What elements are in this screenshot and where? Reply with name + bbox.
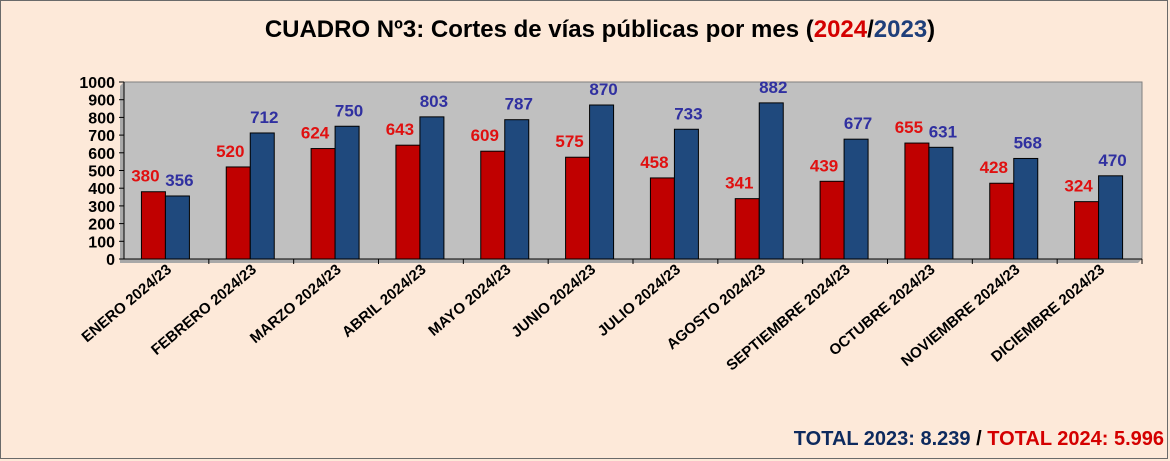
y-tick-label: 200 — [88, 217, 115, 234]
data-label-2024: 341 — [725, 174, 753, 193]
data-label-2023: 677 — [844, 114, 872, 133]
y-tick-label: 0 — [106, 252, 115, 269]
data-label-2023: 787 — [505, 95, 533, 114]
bar-2024 — [140, 191, 166, 260]
y-tick-label: 900 — [88, 93, 115, 110]
y-tick-label: 600 — [88, 146, 115, 163]
data-label-2024: 380 — [131, 167, 159, 186]
y-tick-label: 400 — [88, 181, 115, 198]
bar-2023 — [1013, 157, 1039, 260]
data-label-2023: 470 — [1098, 151, 1126, 170]
y-tick-label: 800 — [88, 110, 115, 127]
title-year-2024: 2024 — [813, 16, 868, 43]
y-tick-label: 500 — [88, 164, 115, 181]
data-label-2024: 655 — [895, 118, 923, 137]
data-label-2023: 803 — [420, 92, 448, 111]
bar-2023 — [589, 104, 615, 260]
bar-2023 — [758, 102, 784, 260]
x-tick-label: ABRIL 2024/23 — [339, 261, 430, 341]
bar-2023 — [673, 128, 699, 260]
x-tick-label: ENERO 2024/23 — [78, 261, 175, 346]
x-tick-label: MARZO 2024/23 — [247, 261, 345, 347]
data-label-2024: 624 — [301, 124, 330, 143]
data-label-2024: 428 — [980, 158, 1008, 177]
data-label-2023: 882 — [759, 78, 787, 97]
total-2023: TOTAL 2023: 8.239 — [793, 428, 971, 450]
total-2024: TOTAL 2024: 5.996 — [987, 428, 1164, 450]
data-label-2023: 356 — [165, 171, 193, 190]
y-tick-label: 100 — [88, 234, 115, 251]
data-label-2023: 712 — [250, 108, 278, 127]
bar-2024 — [225, 166, 251, 260]
data-label-2024: 643 — [386, 120, 414, 139]
data-label-2024: 575 — [555, 132, 583, 151]
bar-2024 — [819, 180, 845, 260]
x-tick-label: JUNIO 2024/23 — [508, 261, 599, 341]
data-label-2023: 631 — [929, 122, 957, 141]
data-label-2024: 609 — [471, 126, 499, 145]
data-label-2023: 733 — [674, 104, 702, 123]
data-label-2024: 520 — [216, 142, 244, 161]
x-tick-label: JULIO 2024/23 — [594, 261, 683, 340]
title-year-2023: 2023 — [873, 16, 928, 43]
bar-2023 — [249, 132, 275, 260]
bar-2023 — [928, 146, 954, 260]
bar-2023 — [334, 125, 360, 260]
data-label-2023: 750 — [335, 101, 363, 120]
data-label-2024: 458 — [640, 153, 668, 172]
data-label-2023: 870 — [589, 80, 617, 99]
bar-2023 — [1098, 175, 1124, 260]
totals-line: TOTAL 2023: 8.239 / TOTAL 2024: 5.996 — [793, 428, 1164, 450]
chart-title: CUADRO Nº3: Cortes de vías públicas por … — [264, 16, 936, 43]
data-label-2024: 324 — [1064, 177, 1093, 196]
plot-area — [123, 81, 1143, 260]
bar-2024 — [734, 198, 760, 260]
bar-2024 — [904, 142, 930, 260]
bar-2023 — [843, 138, 869, 260]
data-label-2024: 439 — [810, 156, 838, 175]
bar-2023 — [419, 116, 445, 260]
y-tick-label: 700 — [88, 128, 115, 145]
bar-2024 — [989, 182, 1015, 260]
y-tick-label: 1000 — [79, 75, 115, 92]
x-tick-label: MAYO 2024/23 — [425, 261, 514, 340]
bar-2024 — [480, 150, 506, 260]
bar-2024 — [649, 177, 675, 260]
data-label-2023: 568 — [1014, 133, 1042, 152]
bar-2024 — [565, 156, 591, 260]
bar-2024 — [310, 148, 336, 260]
bar-2023 — [504, 119, 530, 260]
y-tick-label: 300 — [88, 199, 115, 216]
bar-2024 — [1074, 201, 1100, 260]
bar-2024 — [395, 144, 421, 260]
bar-2023 — [164, 195, 190, 260]
